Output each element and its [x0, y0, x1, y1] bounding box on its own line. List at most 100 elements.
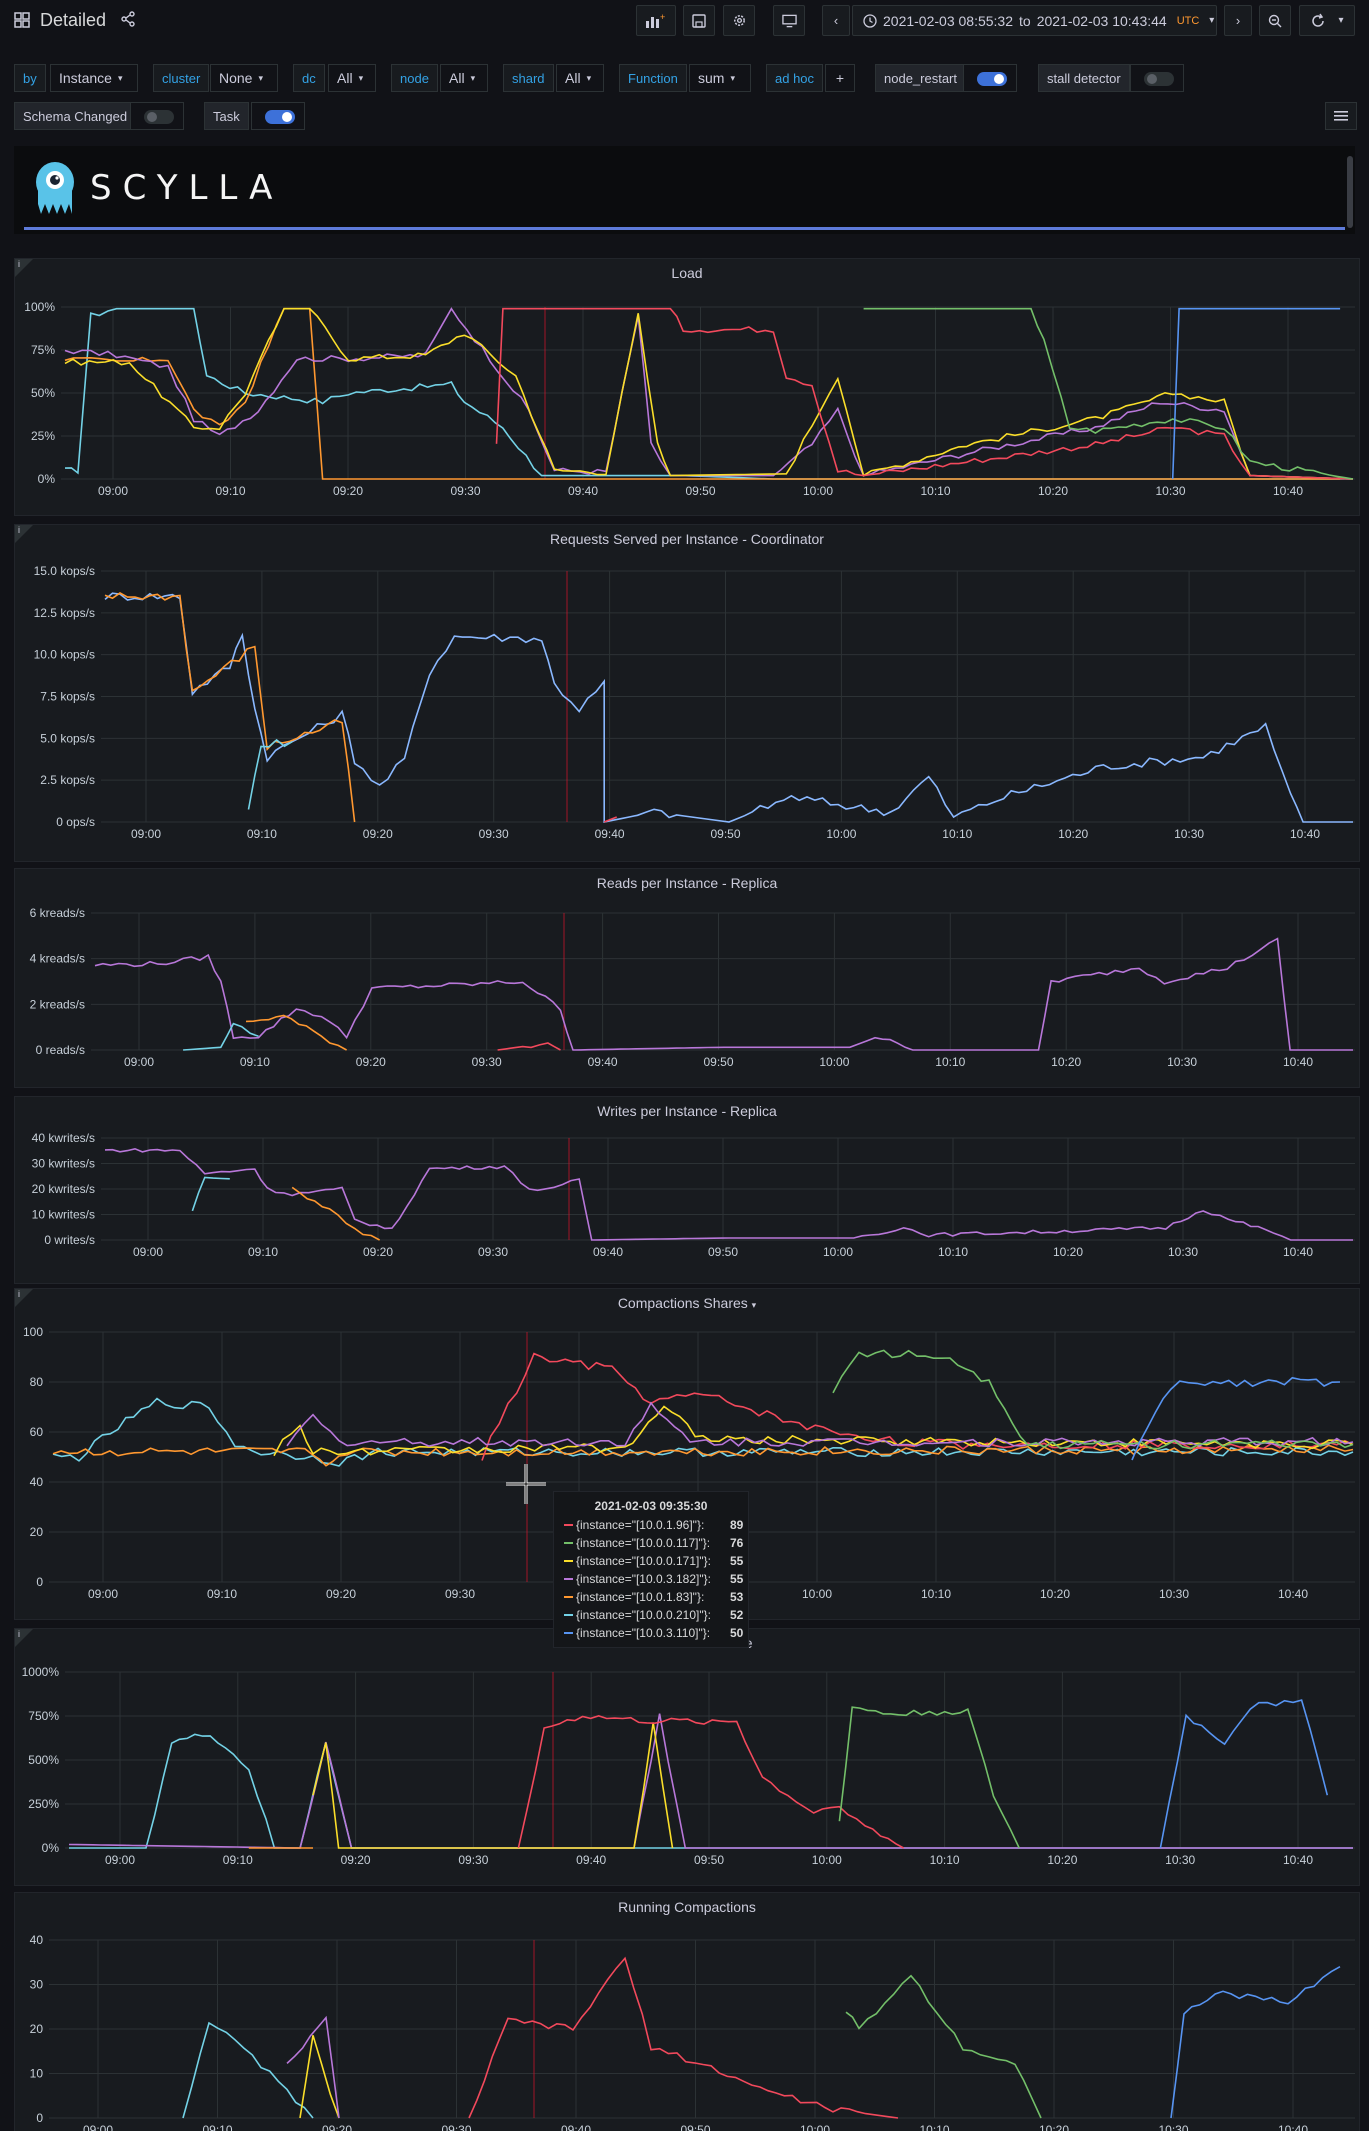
x-tick-label: 10:40	[1283, 1245, 1313, 1259]
x-tick-label: 10:20	[1058, 827, 1088, 841]
annotation-toggle-node-restart[interactable]	[963, 64, 1017, 92]
panel-requests-coordinator: i Requests Served per Instance - Coordin…	[14, 524, 1360, 862]
refresh-button[interactable]: ▾	[1299, 5, 1355, 36]
variable-select-shard[interactable]: All ▾	[556, 64, 604, 92]
x-tick-label: 10:10	[920, 484, 950, 498]
x-tick-label: 09:10	[202, 2123, 232, 2131]
x-tick-label: 09:10	[215, 484, 245, 498]
save-dashboard-button[interactable]	[683, 5, 715, 36]
zoom-out-button[interactable]	[1259, 5, 1291, 36]
panel-running-compactions: Running Compactions 40 30 20 10 0 09:00 09:10 0…	[14, 1892, 1360, 2131]
x-tick-label: 09:30	[478, 1245, 508, 1259]
variable-select-cluster[interactable]: None ▾	[210, 64, 278, 92]
writes-graph[interactable]: 40 kwrites/s 30 kwrites/s 20 kwrites/s 10 k…	[15, 1097, 1360, 1284]
time-separator: to	[1019, 12, 1031, 29]
series-line	[94, 937, 1353, 1051]
toggle-switch	[977, 72, 1007, 86]
y-tick-label: 40	[30, 1475, 44, 1489]
settings-button[interactable]	[723, 5, 755, 36]
adhoc-add-filter-button[interactable]: +	[825, 64, 855, 92]
panel-info-icon[interactable]: i	[15, 259, 33, 277]
panel-title[interactable]: Writes per Instance - Replica	[597, 1103, 777, 1119]
x-tick-label: 09:00	[98, 484, 128, 498]
compaction-shares-time-graph[interactable]: 1000% 750% 500% 250% 0% 09:00 09:10 09:20 09:30 0…	[15, 1629, 1360, 1886]
x-tick-label: 10:20	[1053, 1245, 1083, 1259]
chevron-down-icon: ▾	[730, 72, 735, 83]
logo-text: SCYLLA	[90, 168, 284, 208]
add-panel-button[interactable]: +	[636, 5, 676, 36]
time-range-picker[interactable]: 2021-02-03 08:55:32 to 2021-02-03 10:43:…	[852, 5, 1217, 36]
series-line	[845, 1974, 1042, 2119]
x-tick-label: 09:00	[88, 1587, 118, 1601]
share-icon[interactable]	[120, 11, 136, 27]
variable-label-shard: shard	[503, 64, 554, 92]
variable-select-by[interactable]: Instance ▾	[50, 64, 138, 92]
panel-info-icon[interactable]: i	[15, 525, 33, 543]
y-tick-label: 10	[30, 2067, 44, 2081]
annotation-toggle-stall-detector[interactable]	[1130, 64, 1184, 92]
annotation-toggle-task[interactable]	[251, 102, 305, 130]
top-bar: Detailed + ‹ 2021-02-03 08:55:32 to 2021…	[0, 0, 1369, 42]
series-line	[517, 1715, 904, 1849]
variable-select-dc[interactable]: All ▾	[328, 64, 376, 92]
y-tick-label: 40	[30, 1933, 44, 1947]
x-tick-label: 10:10	[935, 1055, 965, 1069]
panel-title[interactable]: Load	[671, 265, 703, 281]
load-graph[interactable]: 100% 75% 50% 25% 0% 09:00 09:10 09:20 09:30 09:40…	[15, 259, 1360, 516]
x-tick-label: 10:00	[812, 1853, 842, 1867]
tv-mode-button[interactable]	[773, 5, 805, 36]
panel-title[interactable]: Running Compactions	[618, 1899, 756, 1915]
x-tick-label: 10:40	[1290, 827, 1320, 841]
zoom-out-icon	[1268, 14, 1282, 27]
tooltip-value: 50	[730, 1626, 744, 1640]
refresh-icon	[1312, 13, 1325, 27]
panel-load: i Load 100% 75% 50% 25% 0% 09:00 09:10 09:20 09:…	[14, 258, 1360, 516]
y-tick-label: 20 kwrites/s	[32, 1182, 95, 1196]
series-line	[495, 307, 1354, 480]
hamburger-menu-button[interactable]	[1325, 102, 1357, 130]
series-line	[64, 307, 1353, 480]
logo-panel-scrollbar[interactable]	[1347, 156, 1353, 228]
x-tick-label: 10:40	[1273, 484, 1303, 498]
x-tick-label: 10:30	[1155, 484, 1185, 498]
variable-select-node[interactable]: All ▾	[440, 64, 488, 92]
series-line	[69, 1733, 1353, 1849]
tooltip-row: {instance="[10.0.3.110]"}:	[564, 1625, 710, 1641]
chevron-right-icon: ›	[1235, 13, 1241, 28]
x-tick-label: 10:40	[1283, 1055, 1313, 1069]
x-tick-label: 10:30	[1174, 827, 1204, 841]
x-tick-label: 10:10	[942, 827, 972, 841]
panel-title[interactable]: Requests Served per Instance - Coordinat…	[550, 531, 824, 547]
variable-label-dc: dc	[293, 64, 325, 92]
tooltip-value: 55	[730, 1572, 744, 1586]
x-tick-label: 09:30	[441, 2123, 471, 2131]
x-tick-label: 09:40	[561, 2123, 591, 2131]
reads-graph[interactable]: 6 kreads/s 4 kreads/s 2 kreads/s 0 reads/s 0…	[15, 869, 1360, 1088]
x-tick-label: 09:10	[247, 827, 277, 841]
panel-info-icon[interactable]: i	[15, 1289, 33, 1307]
variable-label-cluster: cluster	[153, 64, 210, 92]
dashboard-grid-icon[interactable]	[14, 12, 30, 28]
dashboard-title[interactable]: Detailed	[40, 10, 107, 30]
gear-icon	[733, 15, 745, 26]
panel-title[interactable]: Compactions Shares ▾	[617, 1295, 757, 1311]
panel-info-icon[interactable]: i	[15, 1629, 33, 1647]
panel-title[interactable]: Reads per Instance - Replica	[596, 875, 778, 891]
refresh-interval-chevron-icon[interactable]: ▾	[1338, 15, 1344, 26]
running-compactions-graph[interactable]: 40 30 20 10 0 09:00 09:10 09:20 09:30 09:40 09:50 1…	[15, 1893, 1360, 2131]
variable-select-function[interactable]: sum ▾	[689, 64, 751, 92]
svg-text:+: +	[660, 13, 665, 22]
x-tick-label: 09:30	[445, 1587, 475, 1601]
y-tick-label: 6 kreads/s	[30, 906, 85, 920]
requests-graph[interactable]: 15.0 kops/s 12.5 kops/s 10.0 kops/s 7.5 kop…	[15, 525, 1360, 862]
x-tick-label: 09:00	[105, 1853, 135, 1867]
x-tick-label: 09:10	[207, 1587, 237, 1601]
x-tick-label: 10:00	[823, 1245, 853, 1259]
annotation-toggle-schema-changed[interactable]	[130, 102, 184, 130]
graph-tooltip: 2021-02-03 09:35:30 {instance="[10.0.1.9…	[553, 1491, 749, 1648]
tooltip-value: 55	[730, 1554, 744, 1568]
time-shift-back-button[interactable]: ‹	[822, 5, 850, 36]
x-tick-label: 09:20	[326, 1587, 356, 1601]
x-tick-label: 09:50	[685, 484, 715, 498]
time-shift-forward-button[interactable]: ›	[1224, 5, 1252, 36]
